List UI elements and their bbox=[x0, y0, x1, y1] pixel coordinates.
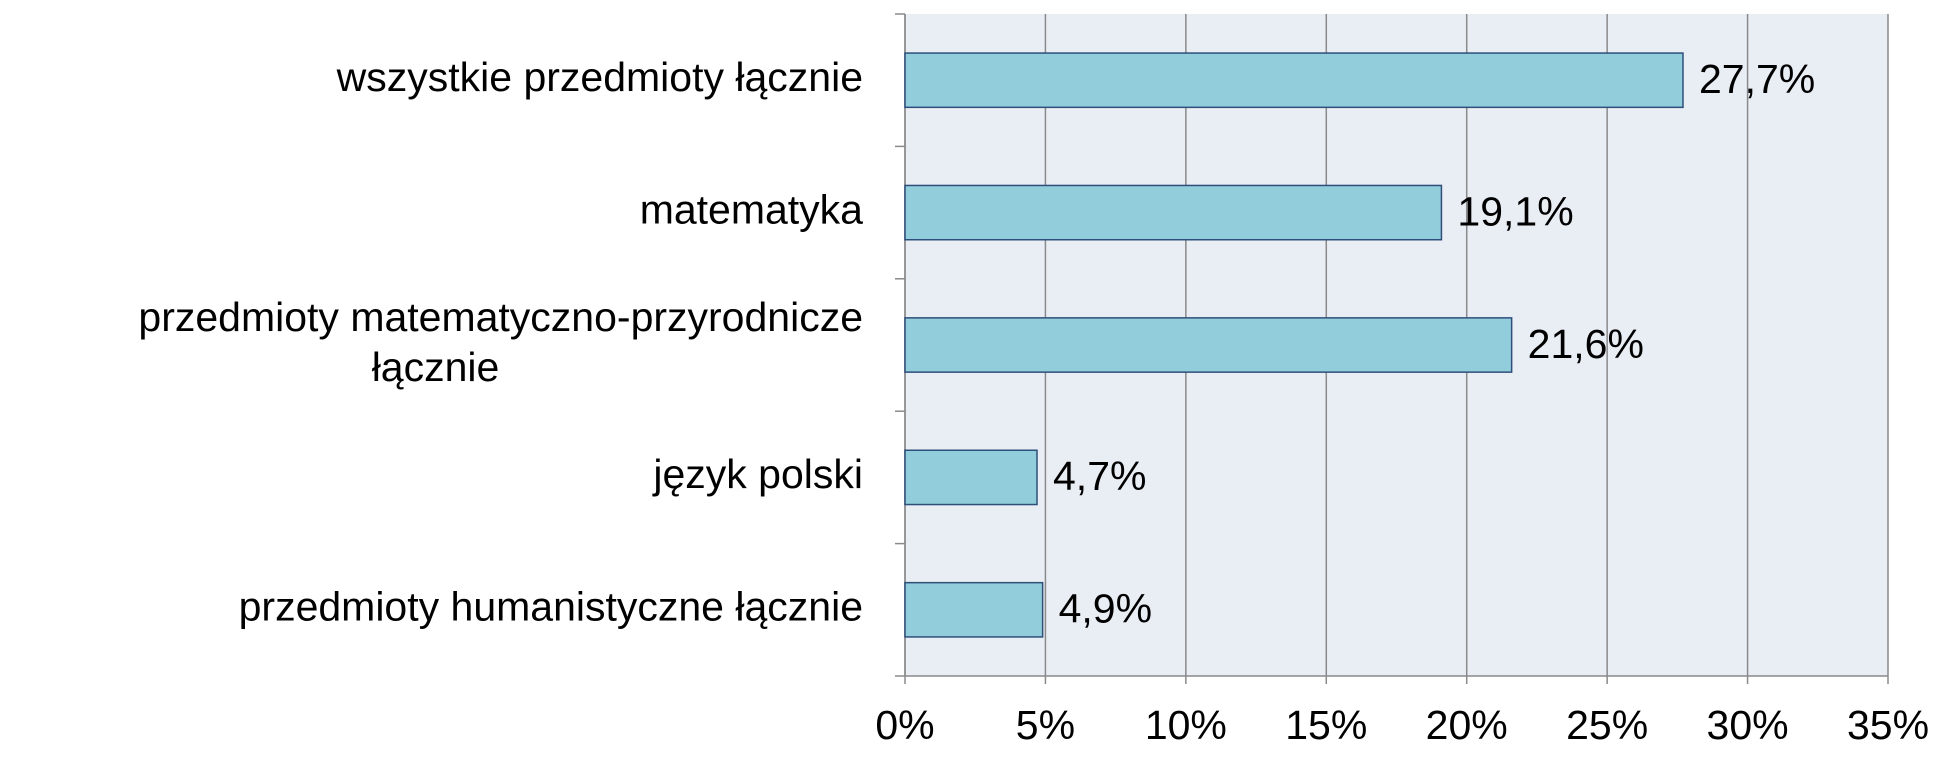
y-tick-label: matematyka bbox=[640, 186, 863, 232]
data-label: 4,7% bbox=[1053, 453, 1146, 499]
x-tick-label: 15% bbox=[1285, 702, 1367, 748]
data-label: 21,6% bbox=[1528, 321, 1644, 367]
bar bbox=[904, 317, 1513, 373]
x-tick-label: 5% bbox=[1016, 702, 1075, 748]
x-tick-label: 20% bbox=[1426, 702, 1508, 748]
y-tick-label: przedmioty matematyczno-przyrodnicze łącz… bbox=[138, 294, 863, 390]
bar bbox=[904, 184, 1443, 241]
x-tick-label: 30% bbox=[1707, 702, 1789, 748]
y-tick-label: przedmioty humanistyczne łącznie bbox=[239, 584, 863, 630]
data-label: 19,1% bbox=[1457, 188, 1573, 234]
x-tick-label: 0% bbox=[875, 702, 934, 748]
x-tick-label: 25% bbox=[1566, 702, 1648, 748]
bar bbox=[904, 581, 1044, 638]
bar bbox=[904, 449, 1038, 506]
data-label: 27,7% bbox=[1699, 56, 1815, 102]
x-tick-label: 10% bbox=[1145, 702, 1227, 748]
data-label: 4,9% bbox=[1059, 586, 1152, 632]
x-tick-label: 35% bbox=[1847, 702, 1929, 748]
y-tick-label: wszystkie przedmioty łącznie bbox=[336, 54, 863, 100]
y-tick-label: język polski bbox=[652, 451, 863, 497]
bar bbox=[904, 52, 1684, 109]
